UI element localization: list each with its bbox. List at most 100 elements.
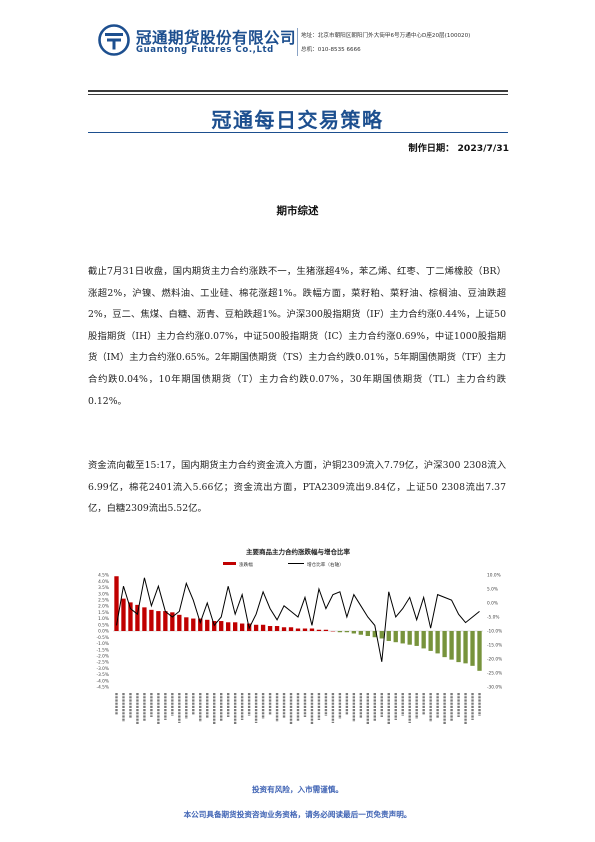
y-left-axis: 4.5%4.0%3.5%3.0%2.5%2.0%1.5%1.0%0.5%0.0%…	[97, 573, 109, 691]
bar	[407, 631, 412, 645]
bar	[323, 629, 329, 631]
y-left-tick-label: 2.5%	[98, 597, 109, 603]
bar	[163, 611, 168, 631]
bar	[428, 631, 433, 651]
y-left-tick-label: -1.0%	[97, 641, 109, 647]
bar	[302, 628, 308, 631]
company-address: 地址：北京市朝阳区朝阳门外大街甲6号万通中心D座20层(100020)	[301, 33, 471, 39]
bar	[281, 627, 287, 631]
document-title: 冠通每日交易策略	[211, 108, 384, 132]
company-logo-icon	[98, 24, 130, 56]
y-left-tick-label: -2.5%	[97, 660, 109, 666]
bar	[226, 622, 231, 631]
y-right-tick-label: -20.0%	[487, 657, 502, 663]
y-left-tick-label: -1.5%	[97, 647, 109, 653]
bar	[184, 617, 189, 631]
bar	[295, 628, 301, 631]
bar	[400, 631, 405, 644]
commodity-change-chart: 主要商品主力合约涨跌幅与增仓比率 涨跌幅 增仓比率（右轴） 4.5% 4.0% 3.…	[88, 537, 508, 737]
y-left-tick-label: 1.5%	[98, 610, 109, 616]
bar	[337, 631, 343, 633]
bar	[435, 631, 440, 654]
y-left-tick-label: -3.0%	[97, 666, 109, 672]
y-left-tick-label: -0.5%	[97, 635, 109, 641]
company-logo: 冠通期货股份有限公司 Guantong Futures Co.,Ltd	[98, 24, 298, 58]
bar	[456, 631, 461, 663]
chart-title: 主要商品主力合约涨跌幅与增仓比率	[246, 547, 351, 556]
ratio-line-series	[115, 577, 480, 662]
bar	[149, 609, 154, 631]
bar	[191, 618, 196, 631]
bar	[463, 631, 468, 664]
bar	[470, 631, 475, 666]
bar	[274, 626, 280, 631]
bar	[267, 626, 273, 631]
bar	[449, 631, 454, 660]
company-name-cn: 冠通期货股份有限公司	[136, 29, 297, 47]
y-right-tick-label: -25.0%	[487, 671, 502, 677]
y-right-tick-label: 0.0%	[487, 601, 498, 607]
bar	[233, 622, 238, 631]
bar	[135, 604, 140, 631]
title-rule	[88, 132, 508, 133]
y-left-tick-label: -3.5%	[97, 672, 109, 678]
bar	[156, 611, 161, 631]
y-left-tick-label: 4.5%	[98, 573, 109, 579]
bar	[421, 631, 426, 649]
date-label: 制作日期：	[408, 143, 455, 154]
bar	[372, 631, 377, 638]
y-right-tick-label: -30.0%	[487, 685, 502, 691]
bar	[358, 631, 363, 635]
y-right-tick-label: 10.0%	[487, 573, 501, 579]
bar	[114, 576, 119, 631]
bar	[309, 628, 315, 631]
bar	[316, 629, 322, 631]
bar	[477, 631, 482, 671]
bar	[260, 624, 266, 631]
header-rule-thin	[88, 94, 508, 95]
section-heading: 期市综述	[276, 205, 319, 217]
bar	[442, 631, 447, 658]
bar	[386, 631, 391, 641]
bar-series	[114, 576, 482, 671]
bar	[239, 623, 245, 631]
y-right-tick-label: 5.0%	[487, 587, 498, 593]
fund-flow-paragraph: 资金流向截至15:17，国内期货主力合约资金流入方面，沪铜2309流入7.79亿…	[88, 460, 506, 515]
disclaimer-notice: 本公司具备期货投资咨询业务资格，请务必阅读最后一页免责声明。	[183, 810, 412, 819]
bar	[121, 598, 126, 631]
chart-legend: 涨跌幅 增仓比率（右轴）	[223, 561, 344, 568]
y-left-tick-label: 3.0%	[98, 591, 109, 597]
bar	[142, 607, 147, 631]
date-line: 制作日期： 2023/7/31	[408, 140, 509, 154]
bar	[205, 619, 210, 631]
market-summary-paragraph: 截止7月31日收盘，国内期货主力合约涨跌不一，生猪涨超4%，苯乙烯、红枣、丁二烯…	[88, 266, 506, 407]
bar	[351, 631, 357, 634]
chart-svg: 主要商品主力合约涨跌幅与增仓比率 涨跌幅 增仓比率（右轴） 4.5%4.0%3.…	[97, 547, 502, 725]
y-left-tick-label: 3.5%	[98, 585, 109, 591]
risk-warning: 投资有风险，入市需谨慎。	[251, 785, 344, 794]
company-name-en: Guantong Futures Co.,Ltd	[136, 45, 274, 55]
legend-line-label: 增仓比率（右轴）	[307, 561, 344, 568]
header-divider	[297, 28, 298, 56]
bar	[379, 631, 384, 639]
legend-bar-label: 涨跌幅	[239, 561, 253, 568]
y-left-tick-label: -2.0%	[97, 653, 109, 659]
y-left-tick-label: 0.0%	[98, 629, 109, 635]
y-left-tick-label: 2.0%	[98, 604, 109, 610]
header-rule-thick	[88, 90, 508, 92]
y-right-tick-label: -5.0%	[487, 615, 499, 621]
bar	[414, 631, 419, 646]
bar	[198, 618, 203, 631]
x-axis-ticks	[115, 693, 481, 725]
bar	[177, 614, 182, 631]
bar	[288, 627, 294, 631]
legend-bar-swatch	[223, 562, 236, 565]
date-value: 2023/7/31	[457, 143, 509, 154]
y-right-tick-label: -10.0%	[487, 629, 502, 635]
bar	[365, 631, 370, 636]
y-right-axis: 10.0% 5.0% 0.0% -5.0% -10.0% -15.0% -20.0% -25.…	[487, 573, 502, 691]
bar	[253, 624, 259, 631]
bar	[170, 612, 175, 631]
y-left-tick-label: 4.0%	[98, 579, 109, 585]
bar	[128, 602, 133, 631]
